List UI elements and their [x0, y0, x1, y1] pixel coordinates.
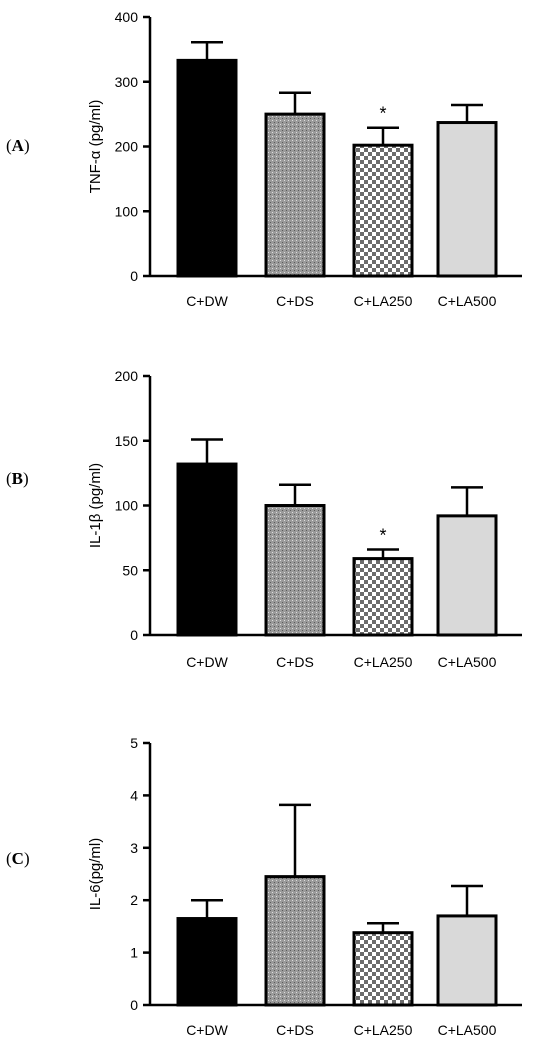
y-tick-label: 0 — [130, 997, 138, 1013]
bar-c-dw — [176, 58, 238, 278]
bar-c-ds — [264, 875, 326, 1007]
category-label: C+LA250 — [354, 1022, 413, 1038]
y-tick-label: 300 — [115, 74, 139, 90]
category-label: C+LA500 — [438, 293, 497, 309]
chart-panel-a: (A) TNF-α (pg/ml) 0 100 200 300 400 C+DW C+DS * C+… — [6, 9, 522, 309]
bar-c-la500 — [436, 914, 498, 1007]
bar-c-la250 — [352, 931, 414, 1007]
significance-mark: * — [379, 104, 386, 124]
y-tick-label: 4 — [130, 787, 138, 803]
y-tick-label: 3 — [130, 840, 138, 856]
y-axis-label: IL-1β (pg/ml) — [87, 463, 104, 548]
chart-panel-c: (C) IL-6(pg/ml) 0 1 2 3 4 5 C+DW C+DS C+LA250 C+LA5… — [6, 735, 522, 1038]
bar-c-la250 — [352, 143, 414, 278]
bar-c-dw — [176, 462, 238, 637]
category-label: C+LA500 — [438, 654, 497, 670]
panel-label: (C) — [6, 849, 30, 868]
significance-mark: * — [379, 526, 386, 546]
y-tick-label: 5 — [130, 735, 138, 751]
y-tick-label: 2 — [130, 892, 138, 908]
y-tick-label: 0 — [130, 268, 138, 284]
bar-c-la500 — [436, 121, 498, 278]
panel-label: (A) — [6, 136, 30, 155]
category-label: C+LA250 — [354, 654, 413, 670]
y-tick-label: 100 — [115, 203, 139, 219]
bar-c-la500 — [436, 514, 498, 637]
y-tick-label: 150 — [115, 433, 139, 449]
category-label: C+DW — [186, 654, 228, 670]
category-label: C+DS — [276, 293, 314, 309]
category-label: C+DS — [276, 1022, 314, 1038]
panel-label: (B) — [6, 469, 29, 488]
y-tick-label: 200 — [115, 368, 139, 384]
chart-panel-b: (B) IL-1β (pg/ml) 0 50 100 150 200 C+DW C+DS * C+L… — [6, 368, 522, 670]
category-label: C+LA500 — [438, 1022, 497, 1038]
y-axis-label: IL-6(pg/ml) — [87, 838, 104, 911]
category-label: C+DW — [186, 293, 228, 309]
bar-c-la250 — [352, 557, 414, 637]
y-tick-label: 0 — [130, 627, 138, 643]
bar-c-dw — [176, 917, 238, 1007]
y-axis-label: TNF-α (pg/ml) — [87, 100, 104, 194]
category-label: C+DW — [186, 1022, 228, 1038]
y-tick-label: 1 — [130, 945, 138, 961]
bar-c-ds — [264, 504, 326, 637]
y-tick-label: 400 — [115, 9, 139, 25]
y-tick-label: 50 — [122, 562, 138, 578]
category-label: C+LA250 — [354, 293, 413, 309]
y-tick-label: 200 — [115, 139, 139, 155]
category-label: C+DS — [276, 654, 314, 670]
bar-c-ds — [264, 112, 326, 278]
y-tick-label: 100 — [115, 498, 139, 514]
